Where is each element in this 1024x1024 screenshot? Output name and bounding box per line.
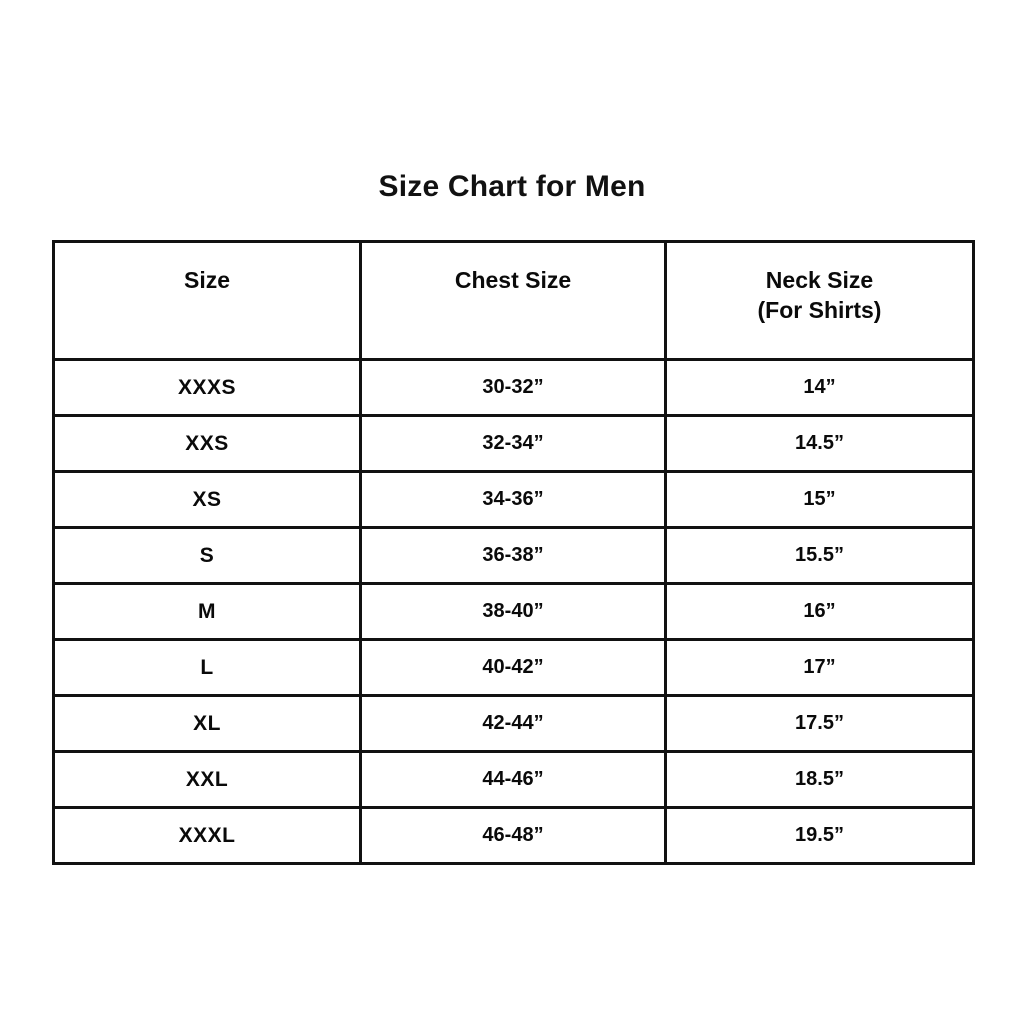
- table-row: L 40-42” 17”: [52, 638, 975, 697]
- table-row: XXXL 46-48” 19.5”: [52, 806, 975, 865]
- table-row: XS 34-36” 15”: [52, 470, 975, 529]
- cell-chest: 40-42”: [359, 638, 667, 697]
- cell-neck: 15”: [664, 470, 975, 529]
- cell-size: XXL: [52, 750, 362, 809]
- cell-neck: 16”: [664, 582, 975, 641]
- column-header-size-label: Size: [183, 267, 231, 293]
- column-header-size: Size: [52, 240, 362, 361]
- cell-size: XXXL: [52, 806, 362, 865]
- cell-neck: 18.5”: [664, 750, 975, 809]
- table-row: XL 42-44” 17.5”: [52, 694, 975, 753]
- cell-neck: 17”: [664, 638, 975, 697]
- cell-neck: 19.5”: [664, 806, 975, 865]
- cell-neck: 14”: [664, 358, 975, 417]
- table-header: Size Chest Size Neck Size (For Shirts): [52, 240, 975, 361]
- table-row: S 36-38” 15.5”: [52, 526, 975, 585]
- cell-neck: 15.5”: [664, 526, 975, 585]
- cell-size: XS: [52, 470, 362, 529]
- cell-size: XXS: [52, 414, 362, 473]
- cell-size: L: [52, 638, 362, 697]
- cell-chest: 46-48”: [359, 806, 667, 865]
- table-row: XXS 32-34” 14.5”: [52, 414, 975, 473]
- cell-chest: 32-34”: [359, 414, 667, 473]
- column-header-neck-label: Neck Size: [765, 267, 874, 293]
- cell-chest: 30-32”: [359, 358, 667, 417]
- table-row: XXXS 30-32” 14”: [52, 358, 975, 417]
- column-header-chest-label: Chest Size: [454, 267, 572, 293]
- cell-neck: 17.5”: [664, 694, 975, 753]
- cell-size: XXXS: [52, 358, 362, 417]
- cell-neck: 14.5”: [664, 414, 975, 473]
- table-header-row: Size Chest Size Neck Size (For Shirts): [52, 240, 975, 361]
- cell-chest: 36-38”: [359, 526, 667, 585]
- cell-chest: 42-44”: [359, 694, 667, 753]
- cell-chest: 44-46”: [359, 750, 667, 809]
- size-chart-table: Size Chest Size Neck Size (For Shirts) X…: [52, 240, 975, 865]
- cell-size: XL: [52, 694, 362, 753]
- column-header-chest: Chest Size: [359, 240, 667, 361]
- cell-chest: 34-36”: [359, 470, 667, 529]
- column-header-neck-sublabel: (For Shirts): [757, 297, 882, 324]
- cell-chest: 38-40”: [359, 582, 667, 641]
- column-header-neck: Neck Size (For Shirts): [664, 240, 975, 361]
- cell-size: M: [52, 582, 362, 641]
- cell-size: S: [52, 526, 362, 585]
- table-row: XXL 44-46” 18.5”: [52, 750, 975, 809]
- table-row: M 38-40” 16”: [52, 582, 975, 641]
- page-title: Size Chart for Men: [378, 170, 646, 203]
- table-body: XXXS 30-32” 14” XXS 32-34” 14.5” XS 34-3…: [52, 358, 975, 865]
